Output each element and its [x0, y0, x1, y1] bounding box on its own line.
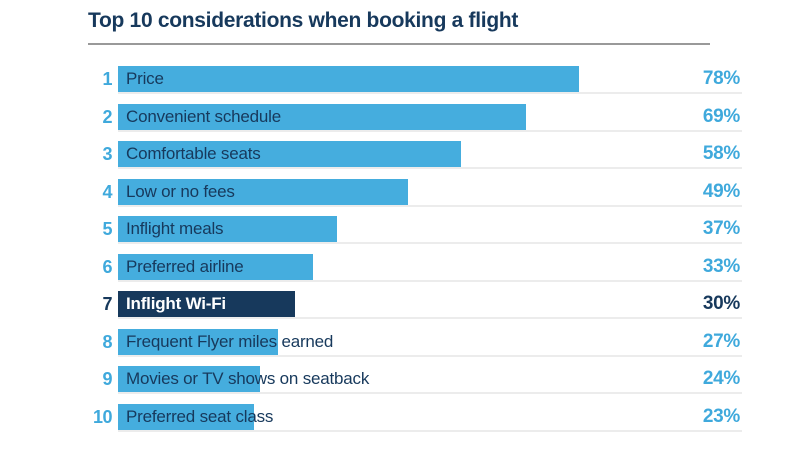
bar-row: 9 Movies or TV shows on seatback 24% — [88, 366, 742, 394]
rank-label: 10 — [92, 406, 113, 427]
bar-track: Movies or TV shows on seatback 24% — [118, 366, 742, 394]
bar — [118, 253, 313, 280]
bar-track: Inflight meals 37% — [118, 216, 742, 244]
bar — [118, 66, 579, 92]
bar — [118, 403, 254, 430]
value-label: 37% — [702, 218, 740, 239]
bar — [118, 141, 461, 167]
category-label: Frequent Flyer miles earned — [126, 331, 334, 351]
bar-track: Preferred seat class 23% — [118, 403, 742, 432]
category-label: Movies or TV shows on seatback — [126, 369, 370, 388]
bar-row: 6 Preferred airline 33% — [88, 253, 742, 282]
bar-track: Inflight Wi-Fi 30% — [118, 291, 742, 319]
value-label: 33% — [702, 255, 740, 277]
bar-track: Comfortable seats 58% — [118, 141, 742, 169]
title-divider — [88, 43, 710, 45]
rank-label: 8 — [102, 331, 112, 352]
rank-label: 2 — [102, 106, 112, 127]
value-label: 78% — [702, 68, 740, 89]
bar-track: Frequent Flyer miles earned 27% — [118, 328, 742, 357]
bar-track: Preferred airline 33% — [118, 253, 742, 282]
bar — [118, 366, 260, 392]
bar-list: 1 Price 78% 2 Convenient schedule 69% 3 Comfort… — [88, 66, 742, 432]
category-label: Price — [126, 69, 164, 88]
rank-label: 7 — [102, 294, 112, 314]
rank-label: 1 — [102, 69, 112, 89]
category-label: Preferred airline — [126, 256, 244, 276]
category-label: Convenient schedule — [126, 106, 281, 126]
bar — [118, 103, 526, 130]
bar-track: Price 78% — [118, 66, 742, 94]
value-label: 69% — [702, 105, 740, 127]
bar-row: 7 Inflight Wi-Fi 30% — [88, 291, 742, 319]
bar-row: 3 Comfortable seats 58% — [88, 141, 742, 169]
bar-row: 2 Convenient schedule 69% — [88, 103, 742, 132]
category-label: Preferred seat class — [126, 406, 274, 426]
bar-row: 4 Low or no fees 49% — [88, 178, 742, 207]
value-label: 49% — [702, 180, 740, 202]
bar-row: 5 Inflight meals 37% — [88, 216, 742, 244]
chart-title: Top 10 considerations when booking a fli… — [88, 9, 519, 32]
rank-label: 3 — [102, 144, 112, 164]
rank-label: 9 — [102, 369, 112, 389]
value-label: 58% — [702, 143, 740, 164]
value-label: 30% — [702, 293, 740, 314]
bar-track: Low or no fees 49% — [118, 178, 742, 207]
bar — [118, 328, 278, 355]
value-label: 27% — [702, 330, 740, 352]
rank-label: 6 — [102, 256, 112, 277]
bar-row: 1 Price 78% — [88, 66, 742, 94]
category-label: Comfortable seats — [126, 144, 261, 163]
bar-row: 8 Frequent Flyer miles earned 27% — [88, 328, 742, 357]
bar-row: 10 Preferred seat class 23% — [88, 403, 742, 432]
category-label: Low or no fees — [126, 181, 235, 201]
bar — [118, 178, 408, 205]
rank-label: 4 — [102, 181, 112, 202]
chart-content: Top 10 considerations when booking a fli… — [88, 0, 742, 441]
rank-label: 5 — [102, 219, 112, 239]
bar — [118, 216, 337, 242]
value-label: 23% — [702, 405, 740, 427]
value-label: 24% — [702, 368, 740, 389]
bar — [118, 291, 295, 317]
category-label: Inflight meals — [126, 219, 224, 238]
category-label: Inflight Wi-Fi — [126, 294, 226, 313]
bar-track: Convenient schedule 69% — [118, 103, 742, 132]
